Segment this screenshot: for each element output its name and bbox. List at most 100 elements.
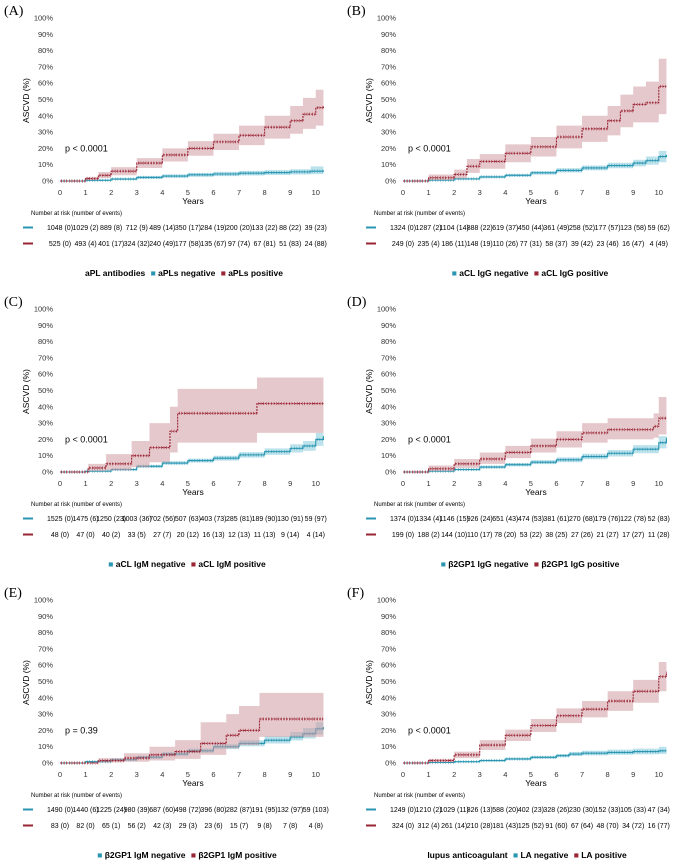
risk-cell: 1146 (15) (439, 516, 468, 523)
km-line (403, 85, 667, 182)
p-value: p = 0.39 (65, 725, 98, 735)
p-value: p < 0.0001 (65, 143, 108, 153)
y-axis-title: ASCVD (%) (364, 78, 374, 123)
risk-cell: 489 (14) (149, 225, 175, 232)
y-tick-label: 90% (38, 612, 53, 621)
y-tick-label: 80% (381, 628, 396, 637)
risk-cell: 133 (22) (252, 225, 278, 232)
x-tick-label: 5 (186, 770, 190, 779)
legend: ■ β2GP1 IgG negative ■ β2GP1 IgG positiv… (441, 559, 620, 569)
risk-cell: 396 (80) (200, 807, 226, 814)
legend-part: aCL IgM negative (116, 559, 186, 569)
risk-cell: 130 (91) (277, 516, 303, 523)
y-axis-title: ASCVD (%) (21, 369, 31, 414)
risk-cell: 16 (47) (622, 241, 644, 248)
y-tick-label: 20% (38, 144, 53, 153)
risk-cell: 1225 (24) (96, 807, 126, 814)
legend-part: aPL antibodies (85, 268, 146, 278)
y-tick-label: 80% (38, 46, 53, 55)
censor-marks (61, 106, 323, 183)
risk-cell: 78 (20) (494, 532, 516, 539)
risk-cell: 1003 (36) (122, 516, 152, 523)
chart-panel-4: (E)0%10%20%30%40%50%60%70%80%90%100%0 1 2 3… (4, 586, 329, 860)
x-tick-label: 8 (263, 770, 267, 779)
chart-panel-1: (B)0%10%20%30%40%50%60%70%80%90%100%0 1 2 3… (347, 4, 670, 278)
risk-cell: 926 (24) (467, 516, 493, 523)
panel-label: (A) (4, 4, 24, 19)
risk-cell: 52 (83) (648, 516, 670, 523)
legend-part: LA positive (581, 850, 627, 860)
risk-cell: 9 (14) (281, 532, 299, 539)
risk-cell: 619 (37) (492, 225, 518, 232)
risk-cell: 328 (26) (543, 807, 569, 814)
risk-cell: 23 (46) (597, 241, 619, 248)
censor-marks (61, 401, 323, 474)
p-value: p < 0.0001 (408, 143, 451, 153)
censor-marks (61, 717, 323, 765)
x-axis-title: Years (525, 778, 546, 788)
risk-cell: 261 (14) (441, 823, 467, 830)
x-tick-label: 6 (211, 188, 215, 197)
risk-cell: 1029 (2) (73, 225, 99, 232)
x-tick-label: 2 (109, 188, 113, 197)
risk-cell: 17 (27) (622, 532, 644, 539)
risk-cell: 200 (20) (226, 225, 252, 232)
risk-cell: 712 (9) (126, 225, 148, 232)
y-axis-title: ASCVD (%) (21, 78, 31, 123)
x-tick-label: 1 (83, 479, 87, 488)
y-tick-label: 20% (381, 726, 396, 735)
risk-cell: 1334 (4) (416, 516, 442, 523)
risk-cell: 1440 (6) (73, 807, 99, 814)
x-tick-label: 6 (211, 479, 215, 488)
legend-part: LA negative (520, 850, 568, 860)
risk-cell: 284 (19) (200, 225, 226, 232)
x-tick-label: 2 (452, 479, 456, 488)
legend-part: ■ (441, 559, 449, 569)
risk-cell: 152 (33) (595, 807, 621, 814)
x-tick-label: 10 (312, 188, 320, 197)
x-tick-label: 8 (263, 479, 267, 488)
risk-cell: 4 (14) (307, 532, 325, 539)
risk-cell: 285 (81) (226, 516, 252, 523)
chart-panel-5: (F)0%10%20%30%40%50%60%70%80%90%100%0 1 2 3… (347, 586, 670, 860)
x-tick-label: 9 (288, 479, 292, 488)
risk-cell: 235 (4) (417, 241, 439, 248)
risk-cell: 507 (63) (175, 516, 201, 523)
x-tick-label: 3 (135, 770, 139, 779)
risk-cell: 65 (1) (102, 823, 120, 830)
x-tick-label: 7 (237, 188, 241, 197)
y-tick-label: 40% (38, 111, 53, 120)
x-tick-label: 4 (160, 479, 164, 488)
y-tick-label: 50% (381, 677, 396, 686)
risk-cell: 39 (42) (571, 241, 593, 248)
legend-part: ■ (571, 850, 581, 860)
x-tick-label: 5 (529, 770, 533, 779)
y-tick-label: 60% (381, 79, 396, 88)
x-tick-label: 9 (288, 188, 292, 197)
risk-cell: 59 (103) (303, 807, 329, 814)
x-tick-label: 4 (160, 770, 164, 779)
risk-cell: 324 (32) (124, 241, 150, 248)
y-tick-label: 100% (34, 305, 54, 314)
panel-label: (D) (347, 295, 367, 310)
x-tick-label: 2 (109, 770, 113, 779)
y-tick-label: 20% (38, 435, 53, 444)
y-tick-label: 70% (38, 62, 53, 71)
p-value: p < 0.0001 (408, 434, 451, 444)
x-tick-label: 8 (606, 188, 610, 197)
risk-cell: 135 (67) (200, 241, 226, 248)
risk-cell: 1525 (0) (47, 516, 73, 523)
x-tick-label: 7 (237, 479, 241, 488)
legend-part: ■ (532, 559, 542, 569)
risk-cell: 181 (43) (492, 823, 518, 830)
risk-cell: 110 (26) (493, 241, 519, 248)
y-tick-label: 70% (381, 353, 396, 362)
risk-cell: 402 (23) (518, 807, 544, 814)
y-tick-label: 60% (38, 370, 53, 379)
km-line (60, 718, 324, 764)
y-tick-label: 90% (381, 612, 396, 621)
risk-cell: 474 (53) (518, 516, 544, 523)
risk-cell: 47 (34) (648, 807, 670, 814)
x-tick-label: 3 (135, 479, 139, 488)
